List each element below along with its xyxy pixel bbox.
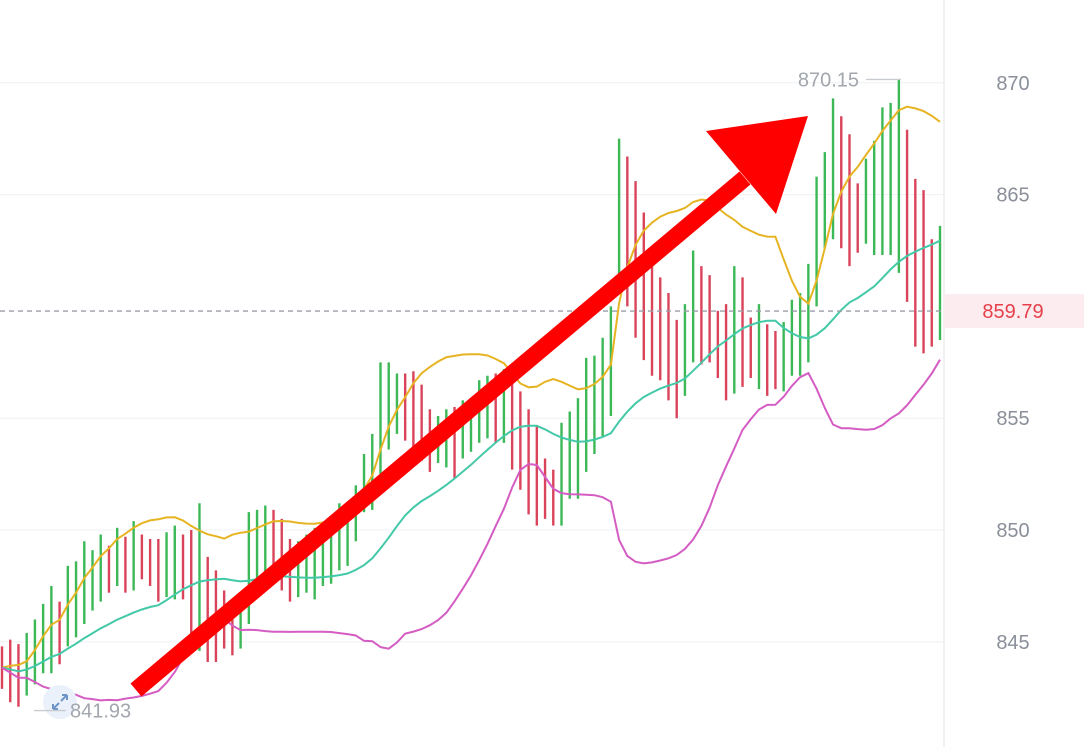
y-tick-label: 865 xyxy=(996,185,1029,207)
bollinger-bands xyxy=(1,105,941,702)
bollinger-middle-line xyxy=(1,239,941,673)
bollinger-lower-line xyxy=(1,359,941,702)
y-tick-label: 850 xyxy=(996,520,1029,542)
bollinger-upper-line xyxy=(1,105,941,669)
trend-arrow-annotation xyxy=(130,116,808,697)
current-price-tag xyxy=(944,294,1084,329)
low-price-label: 841.93 xyxy=(70,701,131,723)
y-tick-label: 870 xyxy=(996,73,1029,95)
y-axis: 870 865 855 850 845 xyxy=(996,73,1029,654)
high-price-label: 870.15 xyxy=(798,69,859,91)
candles xyxy=(0,79,942,707)
current-price-label: 859.79 xyxy=(982,301,1043,323)
y-tick-label: 845 xyxy=(996,632,1029,654)
y-tick-label: 855 xyxy=(996,408,1029,430)
